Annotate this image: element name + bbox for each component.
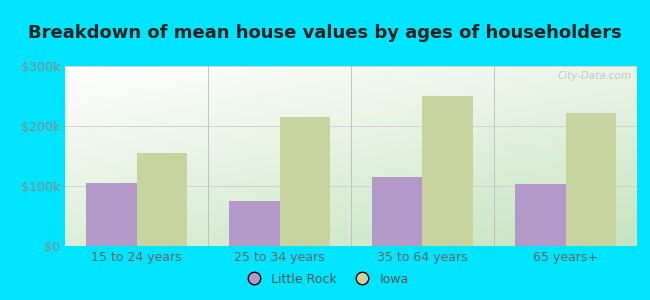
Text: City-Data.com: City-Data.com bbox=[557, 71, 631, 81]
Bar bbox=[280, 117, 330, 246]
Text: Breakdown of mean house values by ages of householders: Breakdown of mean house values by ages o… bbox=[28, 24, 622, 42]
Bar bbox=[515, 184, 566, 246]
Bar bbox=[566, 113, 616, 246]
Bar bbox=[136, 153, 187, 246]
Legend: Little Rock, Iowa: Little Rock, Iowa bbox=[237, 268, 413, 291]
Bar bbox=[86, 183, 136, 246]
Bar bbox=[422, 96, 473, 246]
Bar bbox=[229, 201, 280, 246]
Bar bbox=[372, 177, 423, 246]
